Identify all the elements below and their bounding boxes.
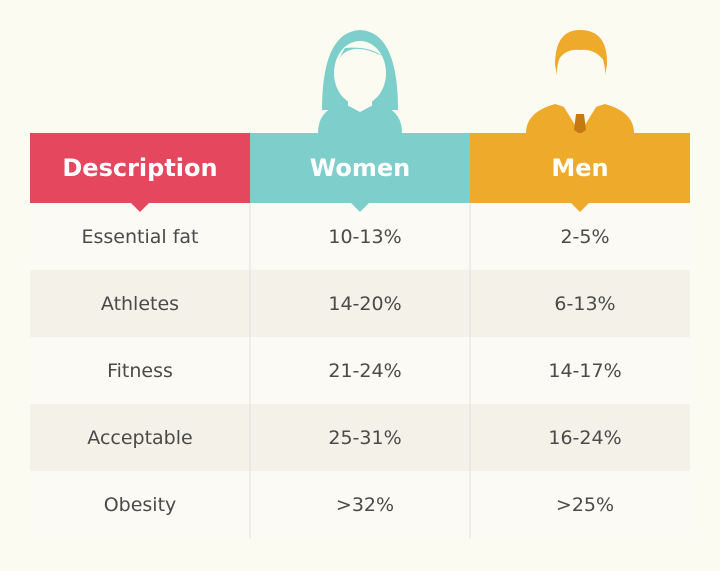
header-notch xyxy=(351,203,369,212)
cell-text: Essential fat xyxy=(81,226,198,248)
cell-text: >32% xyxy=(336,494,394,516)
header-text: Women xyxy=(310,154,410,182)
cell-text: >25% xyxy=(556,494,614,516)
row-bg xyxy=(30,203,690,270)
cell-text: Athletes xyxy=(101,293,179,315)
row-bg xyxy=(30,337,690,404)
cell-text: 21-24% xyxy=(328,360,401,382)
row-bg xyxy=(30,270,690,337)
header-text: Men xyxy=(551,154,608,182)
cell-text: 14-17% xyxy=(548,360,621,382)
cell-text: 2-5% xyxy=(560,226,609,248)
header-cell xyxy=(30,133,250,203)
woman-icon xyxy=(318,30,402,133)
header-cell xyxy=(470,133,690,203)
header-notch xyxy=(131,203,149,212)
row-bg xyxy=(30,471,690,538)
header-cell xyxy=(250,133,470,203)
header-notch xyxy=(571,203,589,212)
cell-text: 6-13% xyxy=(554,293,615,315)
header-text: Description xyxy=(62,154,217,182)
cell-text: Acceptable xyxy=(87,427,192,449)
table: Description Women Men Essential fat 10-13% 2-… xyxy=(30,133,690,538)
cell-text: 25-31% xyxy=(328,427,401,449)
cell-text: Fitness xyxy=(107,360,173,382)
cell-text: 14-20% xyxy=(328,293,401,315)
cell-text: Obesity xyxy=(104,494,177,516)
cell-text: 10-13% xyxy=(328,226,401,248)
man-icon xyxy=(526,30,634,134)
row-bg xyxy=(30,404,690,471)
cell-text: 16-24% xyxy=(548,427,621,449)
